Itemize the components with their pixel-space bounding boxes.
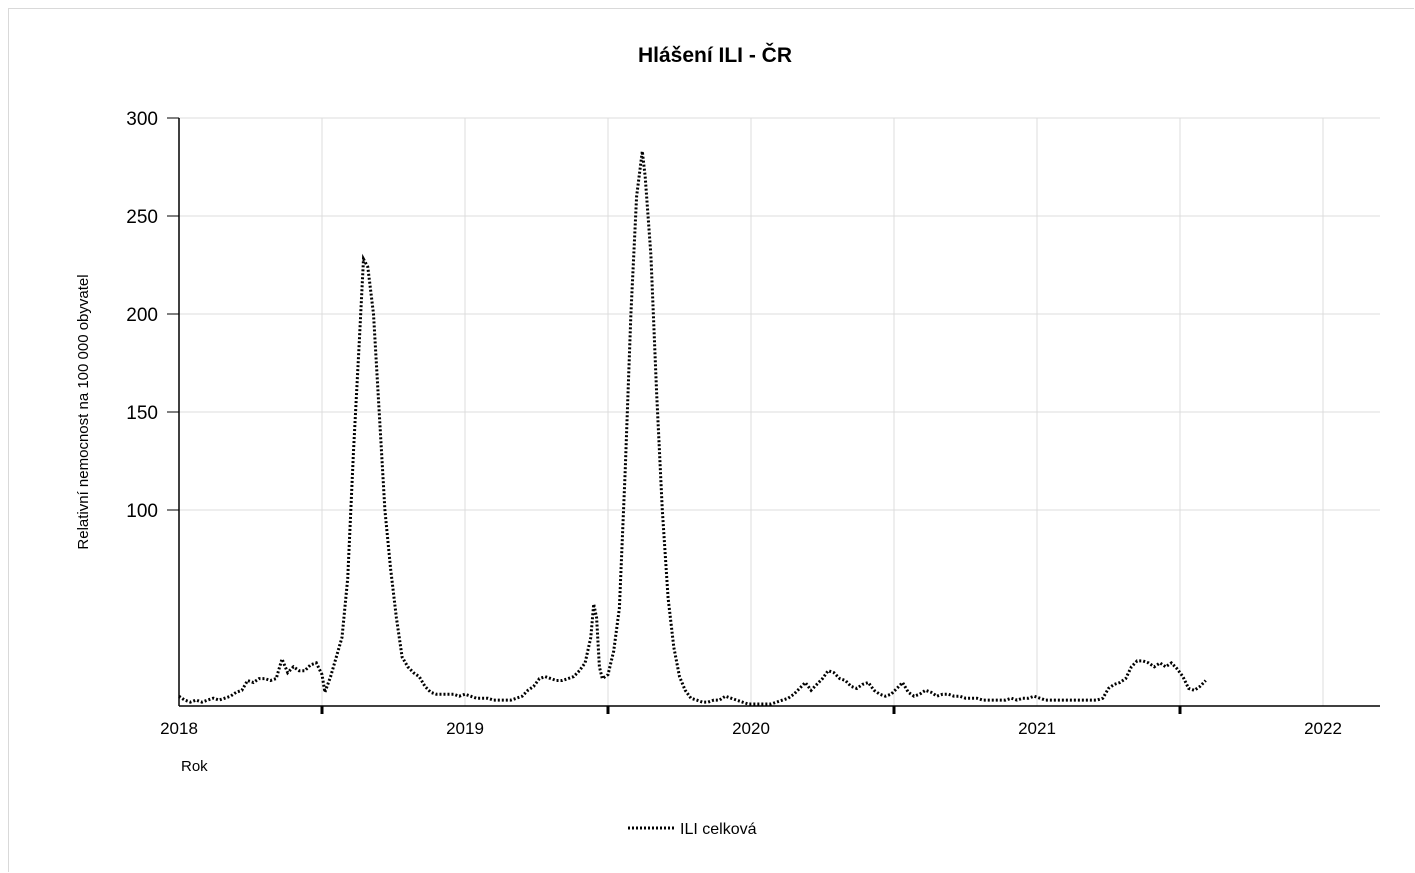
x-ticks: 2018 2019 2020 2021 2022 <box>160 706 1342 738</box>
x-tick-label: 2020 <box>732 719 770 738</box>
grid <box>179 117 1380 706</box>
x-tick-label: 2019 <box>446 719 484 738</box>
x-tick-label: 2022 <box>1304 719 1342 738</box>
x-tick-label: 2021 <box>1018 719 1056 738</box>
y-ticks: 300 250 200 150 100 <box>126 109 179 522</box>
legend: ILI celková <box>628 821 757 838</box>
chart-frame <box>8 8 1414 872</box>
series-line-ili-celkova <box>178 151 1207 706</box>
x-tick-label: 2018 <box>160 719 198 738</box>
y-axis-label: Relativní nemocnost na 100 000 obyvatel <box>75 274 92 549</box>
y-tick-label: 150 <box>126 403 158 424</box>
chart-title: Hlášení ILI - ČR <box>638 43 792 67</box>
y-tick-label: 250 <box>126 207 158 228</box>
x-axis-label: Rok <box>181 758 208 775</box>
y-tick-label: 100 <box>126 501 158 522</box>
legend-label: ILI celková <box>680 821 757 838</box>
y-tick-label: 200 <box>126 305 158 326</box>
y-tick-label: 300 <box>126 109 158 130</box>
